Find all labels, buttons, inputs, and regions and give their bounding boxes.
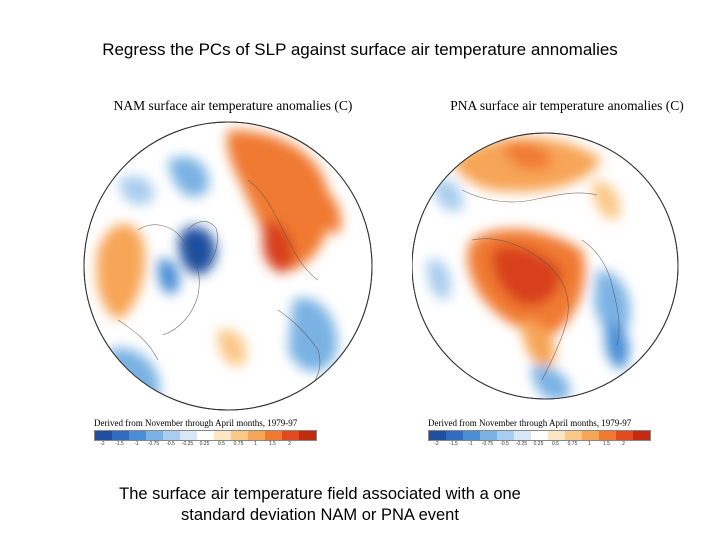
nam-tick-label: 0.5	[218, 441, 225, 447]
nam-tick-label: -1.5	[115, 441, 124, 447]
pna-map-panel: PNA surface air temperature anomalies (C…	[412, 98, 720, 458]
pna-color-swatch	[599, 431, 616, 440]
nam-tick-label: 2	[288, 441, 291, 447]
pna-tick-label: 0.75	[567, 441, 578, 447]
nam-colorbar	[94, 430, 317, 441]
pna-tick-label: -1	[468, 441, 473, 447]
nam-tick-label: -0.75	[147, 441, 160, 447]
nam-tick-label: -1	[134, 441, 139, 447]
pna-tick-label: -0.5	[500, 441, 509, 447]
pna-color-swatch	[514, 431, 531, 440]
nam-color-swatch	[231, 431, 248, 440]
slide-title: Regress the PCs of SLP against surface a…	[102, 40, 618, 59]
pna-color-swatch	[480, 431, 497, 440]
nam-color-swatch	[299, 431, 316, 440]
nam-colorbar-caption: Derived from November through April mont…	[94, 418, 298, 428]
pna-tick-label: 0.25	[533, 441, 544, 447]
pna-color-swatch	[429, 431, 446, 440]
pna-color-swatch	[548, 431, 565, 440]
nam-map-panel: NAM surface air temperature anomalies (C…	[78, 98, 388, 458]
nam-color-swatch	[112, 431, 129, 440]
nam-tick-label: -0.5	[166, 441, 175, 447]
footer-line-1: The surface air temperature field associ…	[119, 485, 521, 503]
nam-color-swatch	[95, 431, 112, 440]
pna-color-swatch	[446, 431, 463, 440]
nam-tick-label: 0.25	[199, 441, 210, 447]
nam-tick-label: 1.5	[269, 441, 276, 447]
nam-temperature-map	[83, 121, 373, 411]
pna-color-swatch	[616, 431, 633, 440]
nam-color-swatch	[214, 431, 231, 440]
pna-tick-label: -0.25	[515, 441, 528, 447]
pna-colorbar	[428, 430, 651, 441]
nam-color-swatch	[265, 431, 282, 440]
nam-tick-label: -2	[100, 441, 105, 447]
nam-color-swatch	[180, 431, 197, 440]
pna-color-swatch	[582, 431, 599, 440]
pna-tick-label: 1.5	[603, 441, 610, 447]
nam-tick-label: 0.75	[233, 441, 244, 447]
nam-tick-label: -0.25	[181, 441, 194, 447]
nam-tick-label: 1	[254, 441, 257, 447]
pna-colorbar-ticks: -2 -1.5 -1 -0.75 -0.5 -0.25 0.25 0.5 0.7…	[428, 441, 632, 447]
pna-tick-label: -2	[434, 441, 439, 447]
nam-colorbar-ticks: -2 -1.5 -1 -0.75 -0.5 -0.25 0.25 0.5 0.7…	[94, 441, 298, 447]
pna-tick-label: -1.5	[449, 441, 458, 447]
nam-color-swatch	[129, 431, 146, 440]
nam-color-swatch	[146, 431, 163, 440]
pna-tick-label: 2	[622, 441, 625, 447]
nam-color-swatch	[248, 431, 265, 440]
pna-colorbar-caption: Derived from November through April mont…	[428, 418, 632, 428]
pna-color-swatch	[531, 431, 548, 440]
slide-footer: The surface air temperature field associ…	[80, 484, 560, 526]
pna-color-swatch	[497, 431, 514, 440]
pna-tick-label: -0.75	[481, 441, 494, 447]
nam-map-title: NAM surface air temperature anomalies (C…	[113, 98, 353, 113]
pna-color-swatch	[463, 431, 480, 440]
pna-color-swatch	[633, 431, 650, 440]
footer-line-2: standard deviation NAM or PNA event	[181, 506, 459, 524]
pna-temperature-map	[412, 132, 679, 400]
nam-color-swatch	[163, 431, 180, 440]
nam-color-swatch	[282, 431, 299, 440]
pna-map-title: PNA surface air temperature anomalies (C…	[450, 98, 684, 113]
pna-color-swatch	[565, 431, 582, 440]
nam-color-swatch	[197, 431, 214, 440]
pna-tick-label: 0.5	[552, 441, 559, 447]
pna-tick-label: 1	[588, 441, 591, 447]
